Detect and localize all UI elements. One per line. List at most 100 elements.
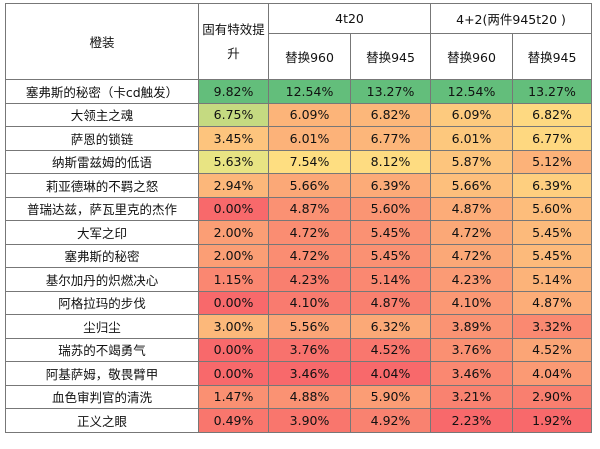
table-row: 阿基萨姆，敬畏臂甲 0.00% 3.46% 4.04% 3.46% 4.04% [5,361,593,386]
item-cell: 萨恩的锁链 [5,126,199,151]
value-cell: 6.77% [512,126,593,151]
value-cell: 5.45% [349,220,432,245]
item-cell: 阿格拉玛的步伐 [5,290,199,315]
item-cell: 尘归尘 [5,314,199,339]
value-cell: 5.87% [430,149,514,174]
item-cell: 基尔加丹的炽燃决心 [5,267,199,292]
value-cell: 4.04% [349,361,432,386]
item-cell: 纳斯雷兹姆的低语 [5,149,199,174]
value-cell: 0.00% [198,337,269,362]
table-row: 纳斯雷兹姆的低语 5.63% 7.54% 8.12% 5.87% 5.12% [5,149,593,174]
value-cell: 5.45% [349,243,432,268]
value-cell: 2.94% [198,173,269,198]
value-cell: 3.00% [198,314,269,339]
value-cell: 6.01% [268,126,351,151]
value-cell: 6.77% [349,126,432,151]
value-cell: 4.52% [349,337,432,362]
value-cell: 8.12% [349,149,432,174]
value-cell: 4.23% [268,267,351,292]
value-cell: 7.54% [268,149,351,174]
value-cell: 13.27% [512,79,593,104]
value-cell: 4.04% [512,361,593,386]
value-cell: 5.14% [512,267,593,292]
value-cell: 4.92% [349,408,432,433]
item-cell: 血色审判官的清洗 [5,384,199,409]
table-row: 大军之印 2.00% 4.72% 5.45% 4.72% 5.45% [5,220,593,245]
value-cell: 5.45% [512,220,593,245]
table-row: 萨恩的锁链 3.45% 6.01% 6.77% 6.01% 6.77% [5,126,593,151]
value-cell: 4.52% [512,337,593,362]
value-cell: 5.56% [268,314,351,339]
value-cell: 3.76% [430,337,514,362]
value-cell: 2.90% [512,384,593,409]
header-sub: 替换945 [349,33,432,80]
value-cell: 5.90% [349,384,432,409]
value-cell: 5.60% [349,196,432,221]
value-cell: 3.46% [430,361,514,386]
value-cell: 4.88% [268,384,351,409]
value-cell: 4.87% [349,290,432,315]
value-cell: 3.21% [430,384,514,409]
value-cell: 6.82% [512,102,593,127]
value-cell: 4.72% [430,243,514,268]
value-cell: 6.82% [349,102,432,127]
value-cell: 12.54% [430,79,514,104]
value-cell: 3.45% [198,126,269,151]
value-cell: 5.66% [268,173,351,198]
item-cell: 大领主之魂 [5,102,199,127]
item-cell: 正义之眼 [5,408,199,433]
value-cell: 5.60% [512,196,593,221]
value-cell: 4.72% [430,220,514,245]
value-cell: 9.82% [198,79,269,104]
header-group: 4t20 [267,3,432,34]
value-cell: 4.23% [430,267,514,292]
value-cell: 6.75% [198,102,269,127]
item-cell: 塞弗斯的秘密（卡cd触发） [5,79,199,104]
value-cell: 0.49% [198,408,269,433]
value-cell: 4.72% [268,243,351,268]
value-cell: 5.12% [512,149,593,174]
value-cell: 0.00% [198,290,269,315]
table-row: 大领主之魂 6.75% 6.09% 6.82% 6.09% 6.82% [5,102,593,127]
value-cell: 4.10% [430,290,514,315]
value-cell: 6.01% [430,126,514,151]
header-sub: 替换960 [268,33,351,80]
table-row: 塞弗斯的秘密（卡cd触发） 9.82% 12.54% 13.27% 12.54% 13.2… [5,79,593,104]
data-table: 橙装 固有特效提升 4t20 4+2(两件945t20 ) 替换960 替换945… [5,3,593,433]
header-sub: 替换960 [430,33,514,80]
value-cell: 5.45% [512,243,593,268]
value-cell: 2.00% [198,220,269,245]
value-cell: 3.32% [512,314,593,339]
item-cell: 莉亚德琳的不羁之怒 [5,173,199,198]
header-item: 橙装 [5,3,199,80]
value-cell: 3.76% [268,337,351,362]
header-group: 4+2(两件945t20 ) [430,3,593,34]
table-row: 普瑞达兹，萨瓦里克的杰作 0.00% 4.87% 5.60% 4.87% 5.60% [5,196,593,221]
value-cell: 3.46% [268,361,351,386]
value-cell: 4.87% [430,196,514,221]
value-cell: 2.23% [430,408,514,433]
value-cell: 6.09% [430,102,514,127]
value-cell: 6.39% [512,173,593,198]
table-row: 瑞苏的不竭勇气 0.00% 3.76% 4.52% 3.76% 4.52% [5,337,593,362]
value-cell: 6.09% [268,102,351,127]
item-cell: 塞弗斯的秘密 [5,243,199,268]
value-cell: 5.14% [349,267,432,292]
item-cell: 瑞苏的不竭勇气 [5,337,199,362]
table-row: 正义之眼 0.49% 3.90% 4.92% 2.23% 1.92% [5,408,593,433]
value-cell: 1.92% [512,408,593,433]
value-cell: 4.10% [268,290,351,315]
value-cell: 1.15% [198,267,269,292]
value-cell: 6.32% [349,314,432,339]
table-row: 基尔加丹的炽燃决心 1.15% 4.23% 5.14% 4.23% 5.14% [5,267,593,292]
value-cell: 12.54% [268,79,351,104]
value-cell: 0.00% [198,361,269,386]
value-cell: 4.87% [268,196,351,221]
header-sub: 替换945 [512,33,593,80]
value-cell: 5.63% [198,149,269,174]
table-row: 阿格拉玛的步伐 0.00% 4.10% 4.87% 4.10% 4.87% [5,290,593,315]
value-cell: 6.39% [349,173,432,198]
table-row: 尘归尘 3.00% 5.56% 6.32% 3.89% 3.32% [5,314,593,339]
value-cell: 2.00% [198,243,269,268]
